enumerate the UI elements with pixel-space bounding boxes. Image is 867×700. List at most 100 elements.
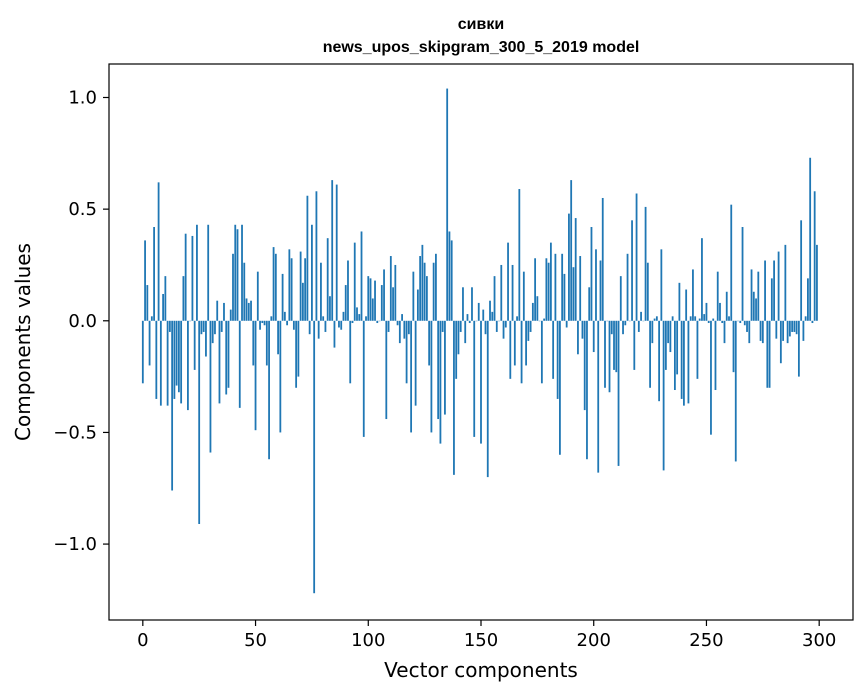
bar	[719, 303, 721, 321]
bar	[237, 229, 239, 321]
bar	[766, 321, 768, 388]
bar	[688, 321, 690, 404]
bar	[570, 180, 572, 321]
bar	[658, 321, 660, 401]
bar	[584, 321, 586, 410]
bar	[331, 180, 333, 321]
bar	[730, 205, 732, 321]
bar	[288, 249, 290, 320]
bar	[412, 272, 414, 321]
x-tick-label: 100	[351, 630, 385, 651]
bar	[651, 321, 653, 343]
bar	[620, 276, 622, 321]
bar	[216, 301, 218, 321]
bar	[270, 316, 272, 320]
bar	[816, 245, 818, 321]
bar	[527, 321, 529, 341]
bar	[142, 321, 144, 384]
bar	[746, 321, 748, 332]
bar	[246, 298, 248, 320]
bar	[496, 321, 498, 332]
bar	[230, 310, 232, 321]
bar	[329, 296, 331, 321]
bar	[297, 321, 299, 377]
bar	[397, 321, 399, 325]
bar	[796, 321, 798, 334]
bar	[187, 321, 189, 410]
bar	[250, 301, 252, 321]
chart-subtitle: news_upos_skipgram_300_5_2019 model	[323, 39, 640, 56]
bar	[232, 254, 234, 321]
bar	[349, 321, 351, 384]
bar	[660, 249, 662, 320]
bar	[406, 321, 408, 384]
bar	[358, 314, 360, 321]
bar	[464, 321, 466, 343]
bar	[257, 272, 259, 321]
bar	[778, 252, 780, 321]
bar	[410, 321, 412, 433]
bar	[645, 207, 647, 321]
bar	[663, 321, 665, 471]
bar	[214, 321, 216, 334]
bar	[169, 321, 171, 332]
bar	[178, 321, 180, 392]
bar	[352, 321, 354, 323]
bar	[399, 321, 401, 343]
bar	[582, 321, 584, 339]
bar	[347, 261, 349, 321]
bar	[672, 316, 674, 320]
bar	[444, 321, 446, 415]
bar	[210, 321, 212, 453]
bar	[697, 321, 699, 379]
bar	[609, 321, 611, 392]
x-tick-label: 150	[464, 630, 498, 651]
bar	[367, 276, 369, 321]
bar	[261, 321, 263, 323]
bar	[343, 312, 345, 321]
bar	[491, 312, 493, 321]
bar	[286, 321, 288, 325]
bar	[744, 321, 746, 325]
bar	[171, 321, 173, 491]
bar	[469, 321, 471, 323]
bar	[793, 321, 795, 332]
bar	[338, 321, 340, 328]
bar	[259, 321, 261, 330]
bar	[313, 321, 315, 593]
bar	[624, 321, 626, 325]
bar	[487, 321, 489, 477]
bar	[394, 265, 396, 321]
bar	[534, 258, 536, 321]
bar	[717, 272, 719, 321]
bar	[591, 227, 593, 321]
bar	[593, 321, 595, 352]
bar	[787, 321, 789, 343]
bar	[458, 321, 460, 354]
bar	[365, 316, 367, 320]
bar	[505, 321, 507, 328]
bar	[600, 261, 602, 321]
bar	[769, 321, 771, 388]
bar	[363, 321, 365, 437]
bar	[764, 261, 766, 321]
bar	[602, 198, 604, 321]
y-tick-label: −1.0	[53, 534, 97, 555]
bar	[243, 263, 245, 321]
bar	[252, 321, 254, 366]
bar	[669, 321, 671, 352]
bar	[631, 220, 633, 320]
bar	[158, 182, 160, 320]
bar	[392, 287, 394, 320]
bar	[798, 321, 800, 377]
bar	[588, 287, 590, 320]
bar	[293, 321, 295, 330]
bar	[805, 316, 807, 320]
bar	[545, 258, 547, 321]
bar	[300, 252, 302, 321]
bar	[742, 227, 744, 321]
bar	[304, 258, 306, 321]
bar	[494, 276, 496, 321]
bar	[180, 321, 182, 404]
bar	[809, 158, 811, 321]
